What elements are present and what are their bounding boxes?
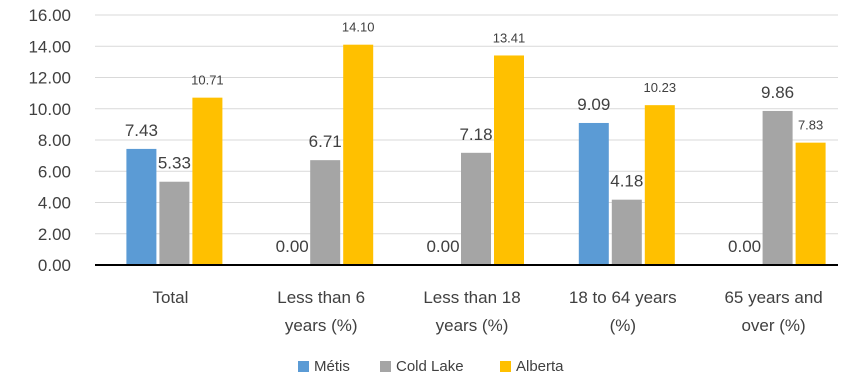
bar-cold-lake — [762, 110, 793, 265]
bar-alberta — [343, 44, 374, 265]
y-tick-label: 16.00 — [28, 6, 71, 25]
x-category-label: 18 to 64 years — [569, 288, 677, 307]
data-label: 9.86 — [761, 83, 794, 102]
x-category-label: over (%) — [741, 316, 805, 335]
data-label: 5.33 — [158, 154, 191, 173]
legend-swatch — [500, 361, 511, 372]
data-label: 6.71 — [309, 132, 342, 151]
data-label: 13.41 — [493, 30, 526, 45]
x-category-label: Total — [152, 288, 188, 307]
bar-alberta — [644, 105, 675, 265]
bar-cold-lake — [611, 199, 642, 265]
legend: Métis Cold Lake Alberta — [298, 358, 564, 375]
bar-alberta — [494, 55, 524, 265]
data-label: 7.43 — [125, 121, 158, 140]
y-tick-label: 6.00 — [38, 162, 71, 181]
y-tick-label: 14.00 — [28, 37, 71, 56]
x-category-label: (%) — [610, 316, 636, 335]
bar-alberta — [192, 97, 223, 265]
x-category-label: 65 years and — [724, 288, 822, 307]
y-tick-label: 12.00 — [28, 69, 71, 88]
x-category-label: years (%) — [285, 316, 358, 335]
axes: 0.00 2.00 4.00 6.00 8.00 10.00 12.00 14.00 16.00… — [28, 6, 838, 335]
data-label: 7.83 — [798, 118, 823, 133]
data-label: 9.09 — [577, 95, 610, 114]
bar-alberta — [795, 142, 826, 265]
x-category-label: Less than 18 — [423, 288, 520, 307]
legend-swatch — [380, 361, 391, 372]
y-tick-label: 2.00 — [38, 225, 71, 244]
bar-m-tis — [126, 148, 157, 265]
data-labels: 7.435.33 10.71 0.00 6.71 14.10 0.00 7.18 13.41 9… — [125, 20, 823, 256]
legend-label: Métis — [314, 358, 350, 375]
data-label: 10.23 — [644, 80, 677, 95]
data-label: 7.18 — [459, 125, 492, 144]
bar-m-tis — [578, 122, 609, 265]
legend-label: Cold Lake — [396, 358, 464, 375]
data-label: 0.00 — [728, 237, 761, 256]
y-tick-label: 0.00 — [38, 256, 71, 275]
bar-cold-lake — [159, 181, 190, 265]
y-tick-label: 10.00 — [28, 100, 71, 119]
bars — [126, 44, 826, 265]
legend-label: Alberta — [516, 358, 564, 375]
data-label: 0.00 — [426, 237, 459, 256]
x-category-label: years (%) — [436, 316, 509, 335]
bar-cold-lake — [461, 152, 491, 265]
y-tick-label: 4.00 — [38, 194, 71, 213]
data-label: 4.18 — [610, 172, 643, 191]
bar-cold-lake — [310, 160, 341, 265]
y-tick-label: 8.00 — [38, 131, 71, 150]
data-label: 0.00 — [276, 237, 309, 256]
x-category-label: Less than 6 — [277, 288, 365, 307]
legend-swatch — [298, 361, 309, 372]
data-label: 10.71 — [191, 73, 224, 88]
data-label: 14.10 — [342, 20, 375, 35]
